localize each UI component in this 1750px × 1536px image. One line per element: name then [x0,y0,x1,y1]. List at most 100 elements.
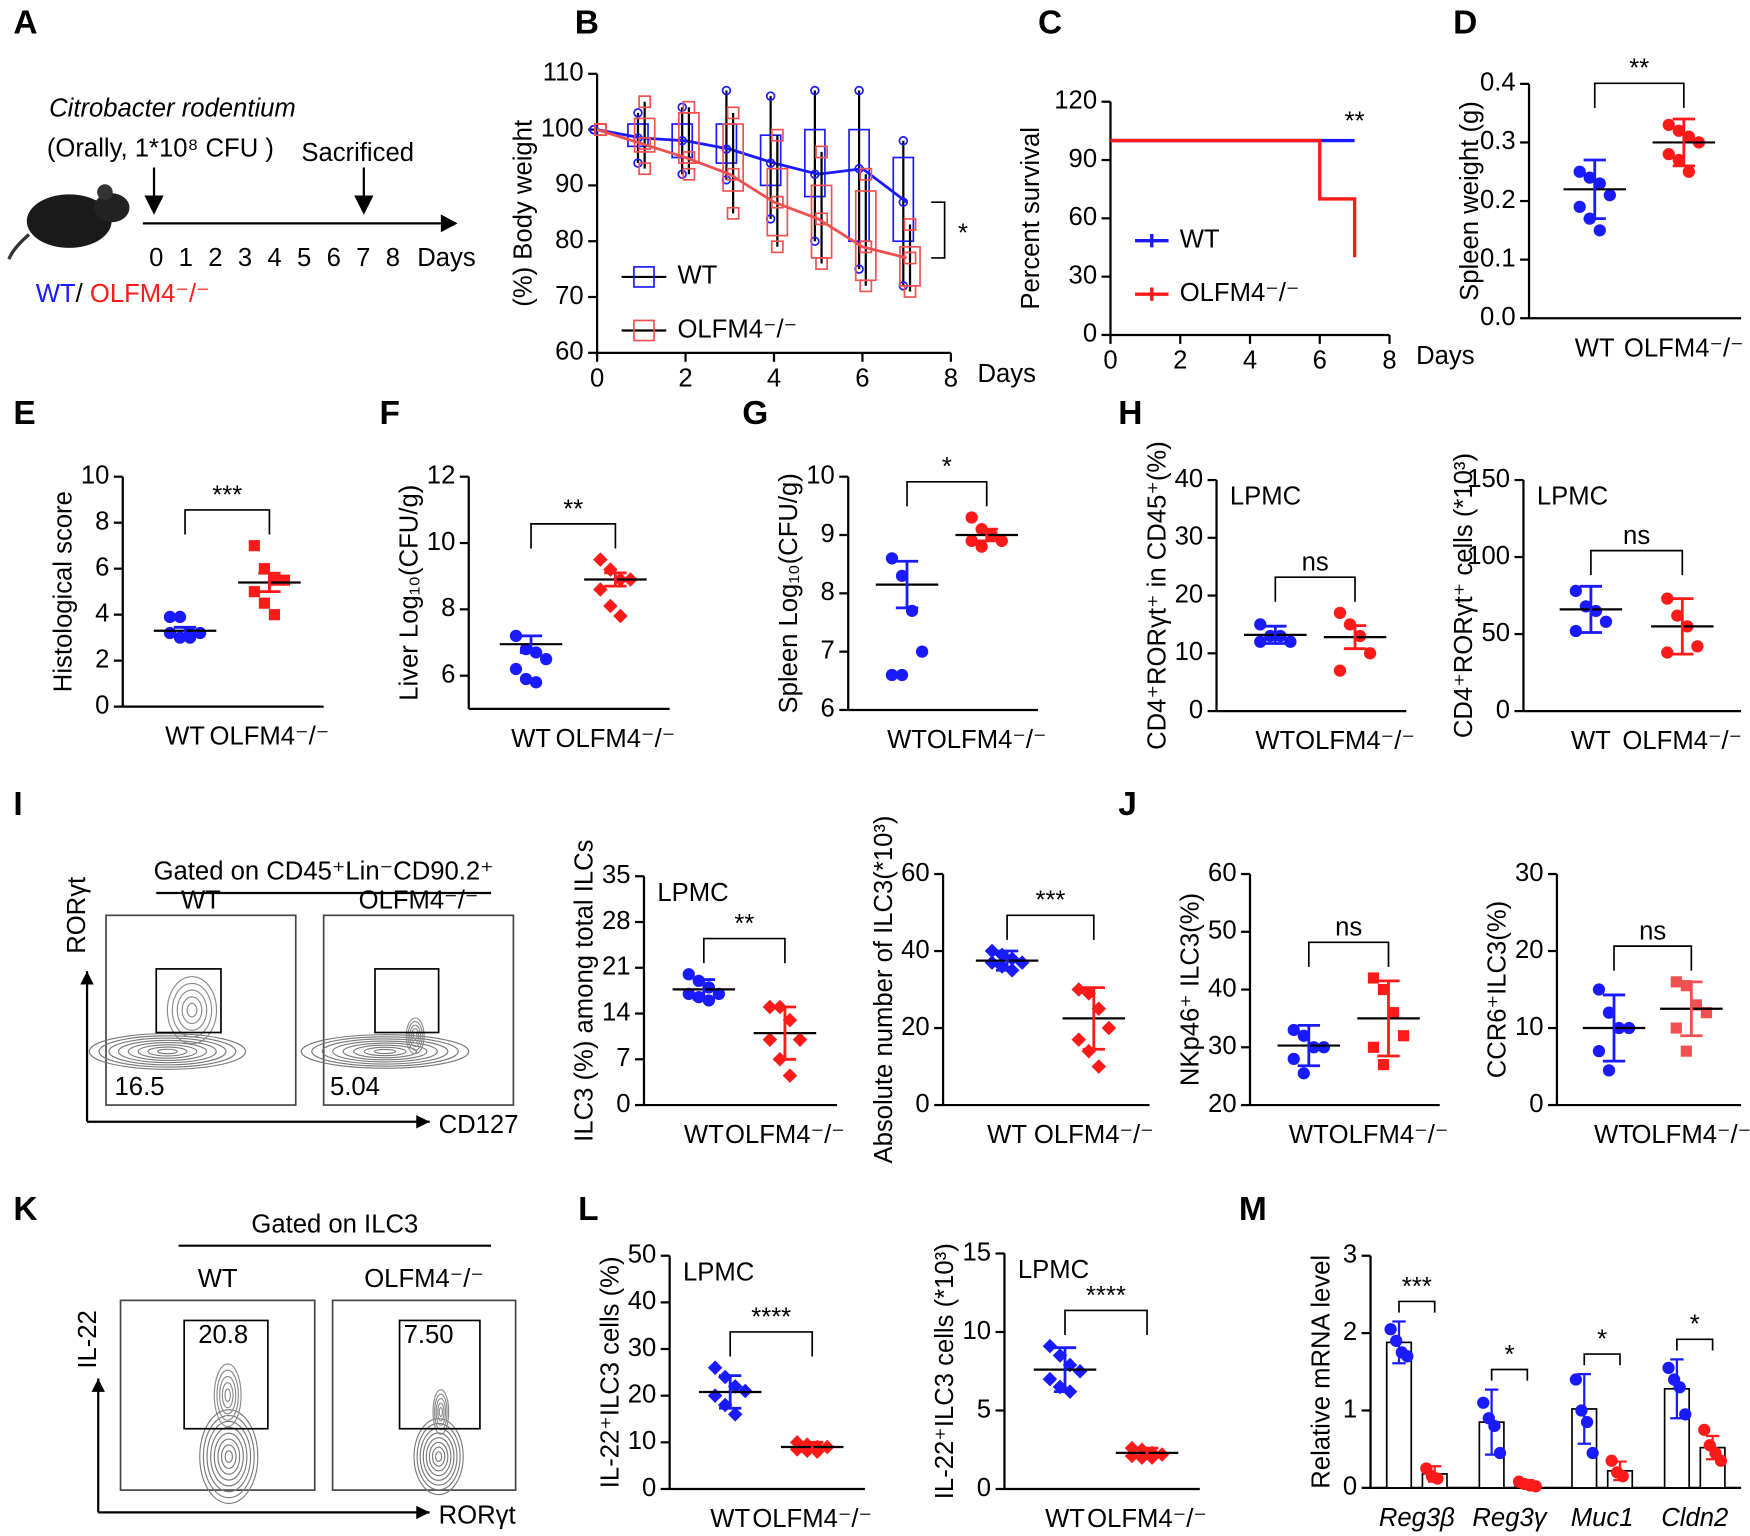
significance: ** [734,910,754,938]
data-point [1264,629,1277,643]
data-point [712,987,726,1001]
annotation: LPMC [683,1258,754,1286]
error-bar [895,559,919,610]
contour [409,1024,422,1048]
panel-label: B [575,5,599,42]
infection-arrow [144,167,164,215]
gate-frequency: 5.04 [330,1073,380,1101]
significance: *** [212,481,242,509]
y-tick-label: 2 [95,645,109,673]
data-point [1662,118,1675,132]
y-arrowhead [91,1378,105,1392]
y-tick-label: 30 [628,1334,657,1362]
category-label: OLFM4⁻/⁻ [1295,727,1415,755]
y-axis-label: Relative mRNA level [1307,1255,1335,1489]
contour [432,1389,450,1435]
data-point [895,668,909,682]
data-point [1377,983,1390,996]
data-point [815,145,828,159]
y-tick-label: 0 [1343,1473,1357,1501]
y-axis-label: Percent survival [1017,127,1045,310]
day-label: 0 [149,244,163,272]
category-label: WT [710,1505,750,1533]
data-point [1575,1404,1588,1417]
y-axis-label: CCR6⁺ILC3(%) [1484,901,1512,1079]
data-point [1042,1338,1058,1354]
y-tick-label: 0.2 [1480,186,1516,214]
significance: ** [1629,55,1649,83]
panel-label: H [1118,395,1142,432]
error-bar [995,949,1019,972]
y-tick-label: 10 [806,461,835,489]
box [892,156,915,243]
category-label: OLFM4⁻/⁻ [725,1121,845,1149]
y-axis-label: (%) Body weight [509,120,537,307]
error-bar [1082,986,1105,1051]
data-point [593,582,608,597]
data-point [903,218,917,231]
data-point [519,672,533,686]
error-bar [1343,624,1367,651]
gate-title: Gated on CD45⁺Lin⁻CD90.2⁺ [154,858,494,886]
survival-line [1110,138,1357,258]
y-axis-label: Absolute number of ILC3(*10³) [870,816,898,1164]
panel-label: F [379,395,399,432]
data-point [859,240,873,254]
data-point [1586,1446,1599,1460]
y-tick-label: 90 [555,170,584,198]
y-tick-label: 0.1 [1480,244,1516,272]
data-point [765,158,776,168]
y-tick-label: 6 [441,660,455,688]
y-tick-label: 40 [1208,974,1237,1002]
error-bar [801,1440,824,1454]
data-point [1573,165,1586,178]
y-tick-label: 7 [821,636,835,664]
y-tick-label: 14 [602,998,631,1026]
day-label: 3 [238,244,252,272]
data-point [726,206,740,220]
significance-bracket [530,523,617,549]
error-bar [1671,597,1694,656]
contour [171,982,213,1038]
data-point [965,534,978,547]
category-label: OLFM4⁻/⁻ [556,725,676,753]
significance-bracket [702,937,786,964]
error-bar [1672,117,1695,168]
data-point [1583,171,1596,184]
gate-frequency: 16.5 [115,1073,165,1101]
y-tick-label: 6 [95,553,109,581]
significance-bracket [729,1331,814,1357]
gate [398,1319,481,1430]
dose: (Orally, 1*10⁸ CFU ) [47,134,274,162]
data-point [726,106,740,120]
panel-label: M [1239,1191,1267,1228]
legend-line [1135,233,1169,248]
y-tick-label: 15 [963,1238,992,1266]
data-point [268,574,281,586]
data-point [1333,664,1347,677]
panel-label: A [13,5,37,42]
y-tick-label: 50 [628,1241,657,1269]
genotypes: WT/ OLFM4⁻/⁻ [36,280,210,308]
contour [425,1437,452,1477]
category-label: WT [165,723,205,751]
panel-label: C [1038,5,1062,42]
category-label: Cldn2 [1661,1504,1728,1532]
contour [353,1044,417,1059]
data-point [677,169,687,179]
data-point [859,167,873,181]
box [848,128,870,243]
y-tick-label: 12 [427,461,456,489]
y-tick-label: 50 [1208,917,1237,945]
mouse-icon [7,184,130,260]
y-tick-label: 10 [81,461,110,489]
significance-bracket [184,509,271,535]
y-tick-label: 20 [1515,936,1544,964]
data-point [789,1442,805,1457]
y-tick-label: 120 [1054,86,1097,114]
data-point [509,662,523,676]
data-point [682,167,696,181]
y-tick-label: 7 [616,1044,630,1072]
category-label: OLFM4⁻/⁻ [1329,1121,1449,1149]
data-point [278,574,291,586]
